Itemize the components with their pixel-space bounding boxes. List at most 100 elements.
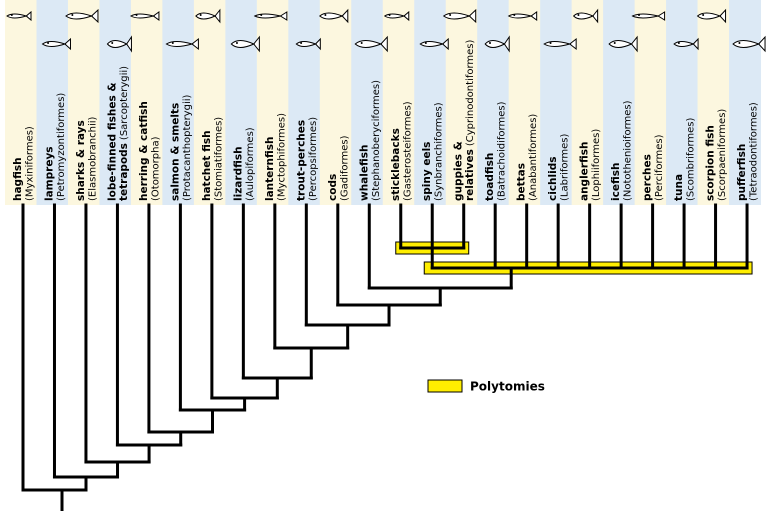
fish-eye — [489, 42, 491, 44]
leaf-label: icefish (Notothenioiformes) — [610, 100, 634, 201]
column-backgrounds — [5, 0, 762, 205]
fish-icon — [106, 35, 132, 53]
leaf-label: lampreys (Petromyzontiformes) — [43, 93, 66, 201]
fish-eye — [388, 14, 391, 16]
column-band — [603, 0, 636, 205]
common-name: hagfish — [12, 157, 24, 201]
scientific-name: (Gasterosteiformes) — [402, 101, 413, 201]
fish-icon — [230, 35, 260, 53]
common-name: whalefish — [358, 145, 370, 202]
fish-eye — [577, 14, 580, 16]
column-band — [508, 0, 541, 205]
scientific-name: (Synbranchiformes) — [434, 102, 445, 201]
column-band — [162, 0, 195, 205]
fish-icon — [572, 8, 599, 24]
fish-icon — [295, 37, 321, 51]
scientific-name: (Otomorpha) — [150, 136, 161, 201]
leaf-label: trout-perches (Percopsiformes) — [295, 117, 319, 201]
fish-icon — [543, 37, 577, 51]
fish-eye — [135, 14, 138, 16]
fish-icon — [319, 8, 349, 24]
scientific-name: (Protacanthopterygii) — [182, 94, 193, 201]
fish-eye — [260, 14, 263, 16]
column-band — [351, 0, 384, 205]
column-band — [67, 0, 100, 205]
common-name: salmon & smelts — [169, 103, 181, 201]
common-name: toadfish — [484, 153, 496, 201]
common-name: pufferfish — [736, 144, 748, 201]
leaf-label: cichlids (Labriformes) — [547, 133, 571, 201]
common-name: icefish — [610, 163, 622, 201]
leaf-label: hagfish (Myxiniformes) — [12, 126, 36, 201]
column-band — [729, 0, 762, 205]
column-band — [445, 0, 478, 205]
common-name: lampreys — [43, 146, 55, 201]
column-band — [477, 0, 510, 205]
leaf-label: lanternfish (Myctophiformes) — [264, 113, 288, 201]
fish-icon — [41, 37, 71, 51]
column-band — [666, 0, 699, 205]
fish-icon — [419, 37, 449, 51]
column-band — [540, 0, 573, 205]
fish-eye — [613, 42, 616, 44]
fish-eye — [638, 14, 640, 16]
common-name: lanternfish — [264, 137, 276, 201]
leaf-label: lobe-finned fishes & tetrapods(Sarcopter… — [106, 66, 130, 201]
fish-icon — [696, 8, 727, 24]
column-band — [319, 0, 352, 205]
fish-eye — [702, 14, 705, 16]
leaf-label: tuna (Scombriformes) — [673, 117, 697, 201]
common-name: bettas — [516, 163, 528, 201]
leaf-label: anglerfish (Lophiiformes) — [579, 129, 603, 201]
scientific-name: (Aulopiformes) — [245, 127, 256, 201]
fish-eye — [677, 42, 680, 44]
scientific-name: (Percopsiformes) — [308, 117, 319, 201]
leaf-label: toadfish (Batrachoidiformes) — [484, 101, 508, 201]
fish-icons — [6, 8, 766, 53]
fish-eye — [738, 42, 741, 44]
leaf-label: cods (Gadiformes) — [327, 135, 351, 201]
common-name: perches — [642, 154, 654, 201]
tree — [21, 203, 749, 511]
leaf-label: scorpion fish (Scorpaeniformes) — [705, 109, 729, 201]
scientific-name: (Anabantiformes) — [528, 114, 539, 201]
common-name: lobe-finned fishes & tetrapods — [106, 79, 130, 201]
leaf-label: herring & catfish (Otomorpha) — [138, 101, 162, 201]
leaf-label: whalefish (Stephanoberyciformes) — [358, 80, 382, 201]
fish-eye — [424, 42, 427, 44]
fish-icon — [608, 35, 638, 53]
leaf-label: bettas (Anabantiformes) — [516, 114, 540, 201]
scientific-name: (Cyprinodontiformes) — [465, 39, 476, 146]
leaf-label: pufferfish (Tetraodontiformes) — [736, 102, 760, 201]
scientific-name: (Gadiformes) — [339, 135, 350, 201]
leaf-labels: hagfish (Myxiniformes) lampreys (Petromyzon… — [12, 39, 760, 201]
column-band — [99, 0, 132, 205]
fish-eye — [513, 14, 516, 16]
fish-eye — [324, 14, 327, 16]
column-band — [225, 0, 258, 205]
column-band — [130, 0, 163, 205]
scientific-name: (Batrachoidiformes) — [497, 101, 508, 201]
common-name: cods — [327, 174, 339, 201]
leaf-label: spiny eels (Synbranchiformes) — [421, 102, 445, 201]
fish-eye — [199, 14, 202, 16]
scientific-name: (Elasmobranchii) — [87, 116, 98, 201]
legend-label: Polytomies — [470, 380, 545, 394]
column-band — [288, 0, 321, 205]
fish-eye — [360, 42, 363, 44]
common-name: scorpion fish — [705, 125, 717, 201]
fish-eye — [10, 14, 13, 16]
fish-icon — [195, 8, 221, 24]
column-band — [634, 0, 667, 205]
fish-eye — [235, 42, 238, 44]
common-name: hatchet fish — [201, 130, 213, 201]
common-name: trout-perches — [295, 120, 307, 201]
scientific-name: (Labriformes) — [560, 133, 571, 201]
common-name: cichlids — [547, 157, 559, 202]
scientific-name: (Scorpaeniformes) — [717, 109, 728, 201]
fish-eye — [47, 42, 50, 44]
common-name: sharks & rays — [75, 120, 87, 201]
fish-eye — [549, 42, 552, 44]
